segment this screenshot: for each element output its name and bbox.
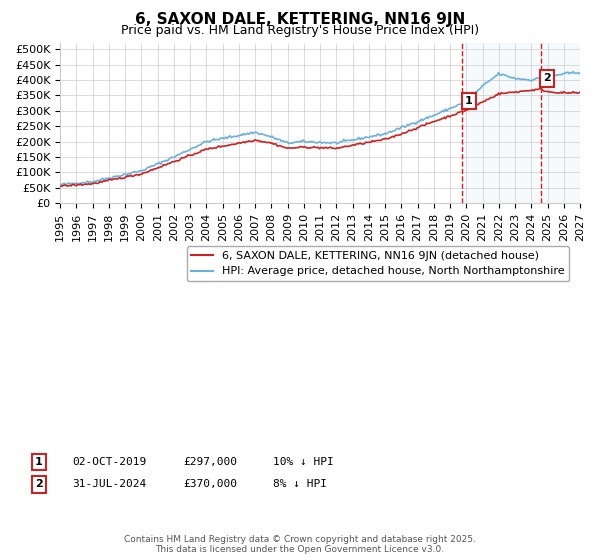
Text: 10% ↓ HPI: 10% ↓ HPI	[273, 457, 334, 467]
Text: 8% ↓ HPI: 8% ↓ HPI	[273, 479, 327, 489]
Text: 6, SAXON DALE, KETTERING, NN16 9JN: 6, SAXON DALE, KETTERING, NN16 9JN	[135, 12, 465, 27]
Text: 02-OCT-2019: 02-OCT-2019	[72, 457, 146, 467]
Text: 2: 2	[544, 73, 551, 83]
Text: £370,000: £370,000	[183, 479, 237, 489]
Text: 2: 2	[35, 479, 43, 489]
Text: Contains HM Land Registry data © Crown copyright and database right 2025.
This d: Contains HM Land Registry data © Crown c…	[124, 535, 476, 554]
Text: 31-JUL-2024: 31-JUL-2024	[72, 479, 146, 489]
Text: Price paid vs. HM Land Registry's House Price Index (HPI): Price paid vs. HM Land Registry's House …	[121, 24, 479, 37]
Text: 1: 1	[35, 457, 43, 467]
Legend: 6, SAXON DALE, KETTERING, NN16 9JN (detached house), HPI: Average price, detache: 6, SAXON DALE, KETTERING, NN16 9JN (deta…	[187, 246, 569, 281]
Text: 1: 1	[465, 96, 473, 106]
Text: £297,000: £297,000	[183, 457, 237, 467]
Bar	[462, 43, 580, 203]
